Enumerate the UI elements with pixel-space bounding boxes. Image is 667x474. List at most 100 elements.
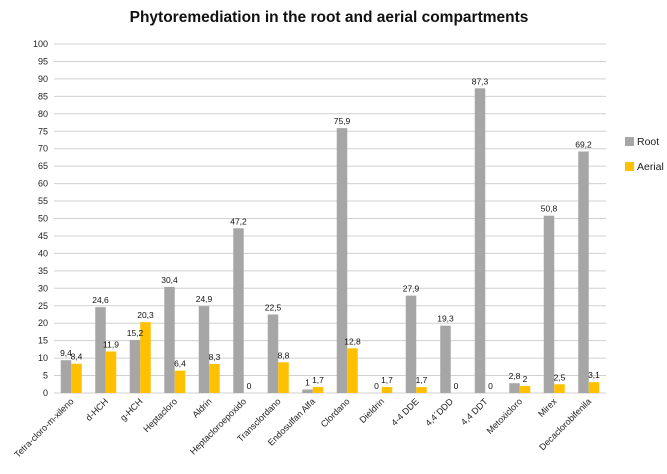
bar-root <box>336 128 348 393</box>
data-label-root: 0 <box>374 381 379 391</box>
data-label-root: 24,9 <box>196 294 213 304</box>
chart-title: Phytoremediation in the root and aerial … <box>130 9 529 26</box>
x-tick-label: d-HCH <box>84 396 111 423</box>
y-tick-label: 15 <box>38 336 48 346</box>
x-tick-label: Metoxicloro <box>485 396 525 436</box>
bar-aerial <box>140 322 151 393</box>
y-tick-label: 10 <box>38 353 48 363</box>
bar-root <box>60 360 72 393</box>
x-tick-label: Dieldrin <box>358 396 387 425</box>
x-tick-label: 4,4´DDD <box>423 396 455 428</box>
bar-aerial <box>278 362 289 393</box>
y-tick-label: 45 <box>38 231 48 241</box>
bar-root <box>233 228 244 393</box>
bar-root <box>543 215 555 393</box>
bar-root <box>440 325 451 393</box>
bar-root <box>509 383 520 393</box>
y-axis: 0 5 10 15 20 25 30 35 40 45 50 55 60 65 70 75 80 85 90 95 10… <box>33 39 48 398</box>
y-tick-label: 65 <box>38 161 48 171</box>
bar-root <box>302 389 313 393</box>
data-label-aerial: 8,4 <box>71 352 83 362</box>
bar-aerial <box>105 351 117 393</box>
bar-aerial <box>519 386 531 393</box>
x-tick-label: Mirex <box>536 396 559 419</box>
data-label-root: 19,3 <box>437 314 454 324</box>
data-label-aerial: 12,8 <box>344 336 361 346</box>
bar-aerial <box>588 382 600 393</box>
bar-root <box>267 314 279 393</box>
data-label-root: 1 <box>305 378 310 388</box>
bar-aerial <box>174 370 186 393</box>
y-tick-label: 90 <box>38 74 48 84</box>
bar-root <box>474 88 486 393</box>
bar-aerial <box>554 384 565 393</box>
y-tick-label: 80 <box>38 109 48 119</box>
y-tick-label: 95 <box>38 56 48 66</box>
x-tick-label: 4,4 DDT <box>459 396 490 427</box>
y-tick-label: 50 <box>38 214 48 224</box>
legend-swatch-root <box>625 137 634 146</box>
data-label-aerial: 1,7 <box>416 375 428 385</box>
data-label-root: 27,9 <box>403 284 420 294</box>
data-label-root: 87,3 <box>472 76 489 86</box>
x-tick-label: Clordano <box>319 396 352 429</box>
bar-root <box>129 339 141 393</box>
legend: Root Aerial <box>625 136 664 173</box>
y-tick-label: 55 <box>38 196 48 206</box>
bar-aerial <box>381 387 393 393</box>
data-label-root: 47,2 <box>230 216 247 226</box>
data-label-aerial: 6,4 <box>174 359 186 369</box>
data-label-root: 69,2 <box>575 139 592 149</box>
data-label-root: 15,2 <box>127 328 144 338</box>
data-label-aerial: 0 <box>454 381 459 391</box>
data-label-root: 30,4 <box>161 275 178 285</box>
y-tick-label: 70 <box>38 144 48 154</box>
data-label-aerial: 0 <box>488 381 493 391</box>
x-tick-label: Heptacloro <box>141 396 179 434</box>
bar-root <box>164 286 175 393</box>
data-label-aerial: 8,3 <box>209 352 221 362</box>
x-axis: Tetra-cloro-m-xileno d-HCH g-HCHHeptacloro… <box>12 396 593 460</box>
x-tick-label: 4-4 DDE <box>389 396 420 427</box>
y-tick-label: 30 <box>38 283 48 293</box>
data-labels: 9,48,4 24,6 11,9 15,2 20,3 30,4 6,4 24,9 8,3 47,2… <box>60 76 600 391</box>
data-label-aerial: 11,9 <box>103 339 119 349</box>
data-label-aerial: 8,8 <box>278 350 290 360</box>
data-label-root: 22,5 <box>265 302 282 312</box>
y-tick-label: 0 <box>43 388 48 398</box>
bar-root <box>95 307 106 393</box>
x-tick-label: Aldrin <box>190 396 213 419</box>
data-label-root: 75,9 <box>334 116 351 126</box>
data-label-root: 9,4 <box>60 348 72 358</box>
data-label-aerial: 20,3 <box>137 310 154 320</box>
x-tick-label: g-HCH <box>118 396 145 423</box>
bar-aerial <box>347 348 358 393</box>
bar-root <box>578 151 589 393</box>
y-tick-label: 35 <box>38 266 48 276</box>
y-tick-label: 40 <box>38 248 48 258</box>
data-label-aerial: 1,7 <box>312 375 324 385</box>
bars <box>60 88 600 393</box>
y-tick-label: 25 <box>38 301 48 311</box>
bar-root <box>405 295 417 393</box>
gridlines <box>54 43 606 394</box>
y-tick-label: 5 <box>43 371 48 381</box>
legend-swatch-aerial <box>625 162 634 171</box>
y-tick-label: 20 <box>38 318 48 328</box>
data-label-root: 24,6 <box>92 295 109 305</box>
legend-label-aerial: Aerial <box>637 161 664 173</box>
bar-aerial <box>312 387 324 393</box>
bar-root <box>198 306 210 393</box>
data-label-root: 2,8 <box>509 371 521 381</box>
bar-aerial <box>209 364 220 393</box>
y-tick-label: 75 <box>38 126 48 136</box>
x-tick-label: Tetra-cloro-m-xileno <box>12 396 75 459</box>
bar-aerial <box>416 387 427 393</box>
data-label-aerial: 0 <box>247 381 252 391</box>
data-label-aerial: 3,1 <box>588 370 600 380</box>
y-tick-label: 100 <box>33 39 48 49</box>
data-label-root: 50,8 <box>541 204 558 214</box>
data-label-aerial: 2 <box>523 374 528 384</box>
bar-aerial <box>71 363 82 393</box>
